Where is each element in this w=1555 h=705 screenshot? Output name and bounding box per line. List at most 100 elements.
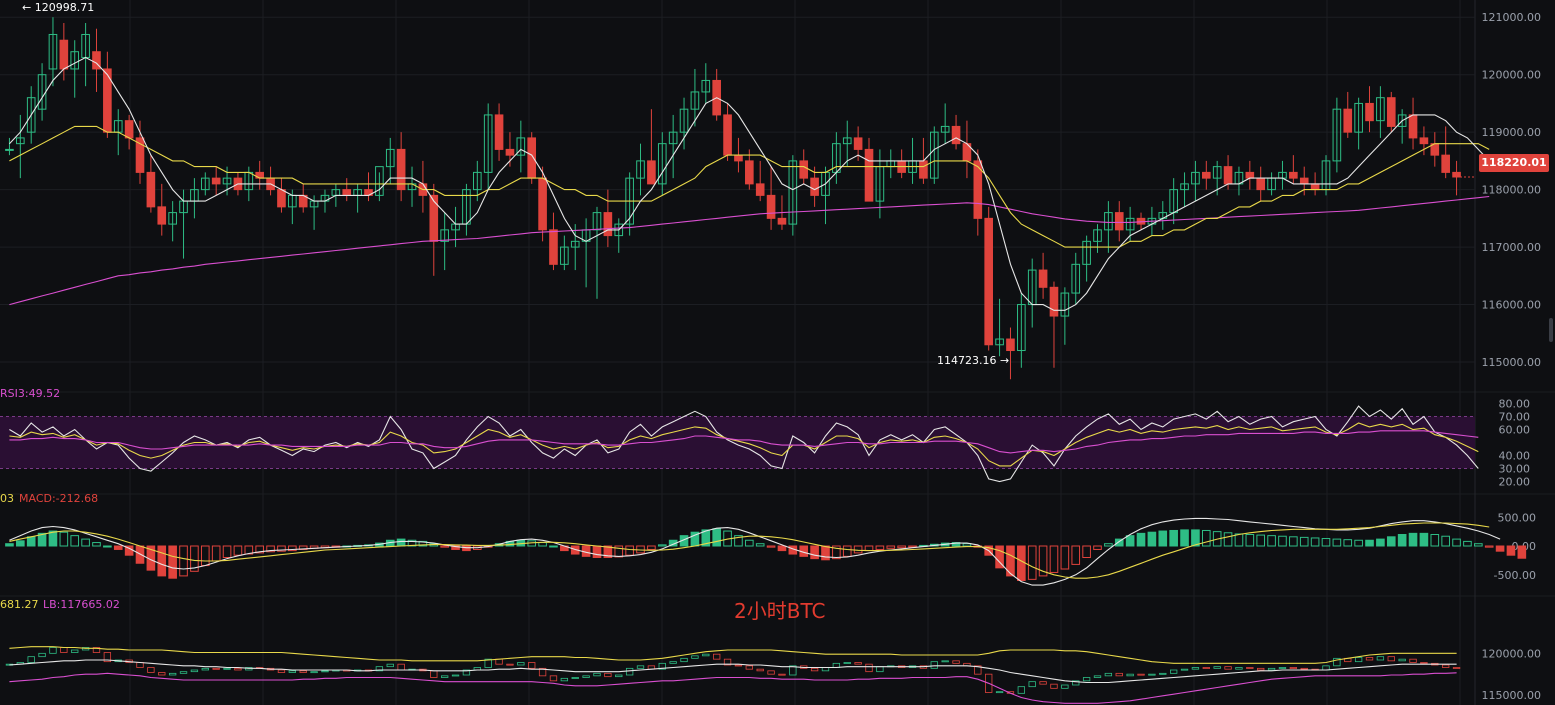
boll-candle — [397, 663, 405, 671]
candle-body — [1386, 97, 1396, 127]
candle-body — [1408, 114, 1418, 139]
boll-candle — [876, 666, 884, 673]
macd-histogram-bar — [211, 545, 221, 562]
macd-signal-line — [9, 522, 1490, 579]
macd-histogram-bar — [59, 531, 69, 547]
candle-body — [788, 160, 798, 225]
macd-histogram-bar — [37, 532, 47, 547]
macd-histogram-bar — [1245, 534, 1255, 547]
rsi-tick-label: 60.00 — [1499, 424, 1531, 437]
candle-body — [1376, 97, 1385, 122]
macd-histogram-bar — [1223, 532, 1233, 547]
candle-body — [375, 166, 384, 196]
macd-histogram-bar — [701, 529, 711, 547]
macd-histogram-bar — [1397, 534, 1407, 547]
boll-candle — [745, 665, 753, 670]
macd-histogram-bar — [1147, 531, 1157, 547]
boll-candle — [462, 669, 471, 676]
candle-body — [951, 125, 961, 145]
boll-candle — [985, 673, 993, 693]
candle-body — [1452, 171, 1461, 178]
boll-candle — [549, 675, 558, 682]
candle-body — [505, 148, 515, 156]
macd-histogram-bar — [592, 545, 602, 558]
boll-candle — [1387, 656, 1395, 662]
boll-candle — [615, 674, 623, 678]
macd-histogram-bar — [1408, 532, 1418, 547]
candle-body — [1201, 171, 1211, 179]
boll-prefix: 681.27 — [0, 598, 39, 611]
macd-histogram-bar — [179, 545, 188, 577]
macd-histogram-bar — [1354, 539, 1363, 547]
macd-histogram-bar — [1267, 535, 1276, 547]
macd-histogram-bar — [995, 545, 1004, 569]
macd-histogram-bar — [222, 545, 232, 558]
boll-candle — [375, 666, 384, 672]
macd-histogram-bar — [897, 545, 906, 549]
macd-histogram-bar — [16, 540, 25, 547]
candle-body — [668, 131, 678, 145]
boll-candle — [952, 660, 960, 664]
macd-histogram-bar — [396, 538, 406, 547]
macd-histogram-bar — [255, 545, 265, 554]
rsi-tick-label: 30.00 — [1499, 463, 1531, 476]
macd-histogram-bar — [832, 545, 841, 560]
boll-candle — [658, 662, 666, 670]
boll-candle — [1257, 667, 1265, 671]
rsi-band — [0, 416, 1475, 469]
candle-body — [1256, 177, 1266, 191]
boll-candle — [582, 675, 590, 678]
boll-candle — [669, 661, 677, 664]
candle-body — [755, 183, 765, 196]
price-tick-label: 115000.00 — [1482, 356, 1542, 369]
macd-histogram-bar — [1038, 545, 1048, 577]
candle-body — [1038, 269, 1048, 288]
boll-candle — [593, 672, 601, 677]
macd-histogram-bar — [886, 545, 896, 549]
candle-body — [429, 194, 439, 242]
boll-candle — [147, 667, 155, 673]
candle-body — [200, 177, 210, 191]
boll-candle — [506, 663, 514, 666]
boll-candle — [1354, 657, 1363, 663]
scroll-handle[interactable] — [1549, 318, 1553, 342]
boll-candle — [277, 669, 286, 673]
macd-histogram-bar — [657, 544, 667, 547]
boll-candle — [288, 670, 297, 673]
boll-tick-label: 115000.00 — [1482, 689, 1542, 702]
macd-histogram-bar — [777, 545, 787, 552]
candle-body — [1082, 240, 1091, 265]
boll-candle — [974, 665, 982, 675]
candle-body — [842, 137, 852, 145]
candle-body — [549, 229, 558, 265]
boll-candle — [1300, 667, 1308, 670]
macd-histogram-bar — [1506, 545, 1516, 556]
boll-candle — [310, 671, 318, 674]
boll-candle — [1452, 667, 1461, 669]
macd-histogram-bar — [266, 545, 275, 553]
macd-histogram-bar — [1289, 536, 1298, 547]
ma-mid-line — [9, 125, 1490, 248]
candle-body — [483, 114, 493, 173]
candle-body — [701, 79, 711, 93]
boll-candle — [1148, 673, 1156, 676]
macd-histogram-bar — [538, 542, 547, 547]
macd-histogram-bar — [1495, 545, 1505, 552]
macd-histogram-bar — [1093, 545, 1102, 550]
candle-body — [766, 194, 776, 219]
macd-histogram-bar — [1299, 536, 1309, 547]
candle-body — [440, 229, 449, 242]
boll-candle — [1376, 656, 1385, 661]
boll-candle — [1365, 657, 1374, 661]
candle-body — [1006, 338, 1015, 352]
macd-histogram-bar — [1441, 535, 1450, 547]
macd-histogram-bar — [1234, 533, 1244, 547]
candle-body — [1299, 177, 1309, 185]
boll-candle — [778, 673, 786, 676]
candle-body — [1071, 263, 1081, 294]
macd-label: MACD:-212.68 — [19, 492, 99, 505]
boll-candle — [136, 662, 144, 668]
boll-candle — [560, 677, 569, 682]
candle-body — [16, 137, 25, 145]
candle-body — [146, 171, 156, 208]
